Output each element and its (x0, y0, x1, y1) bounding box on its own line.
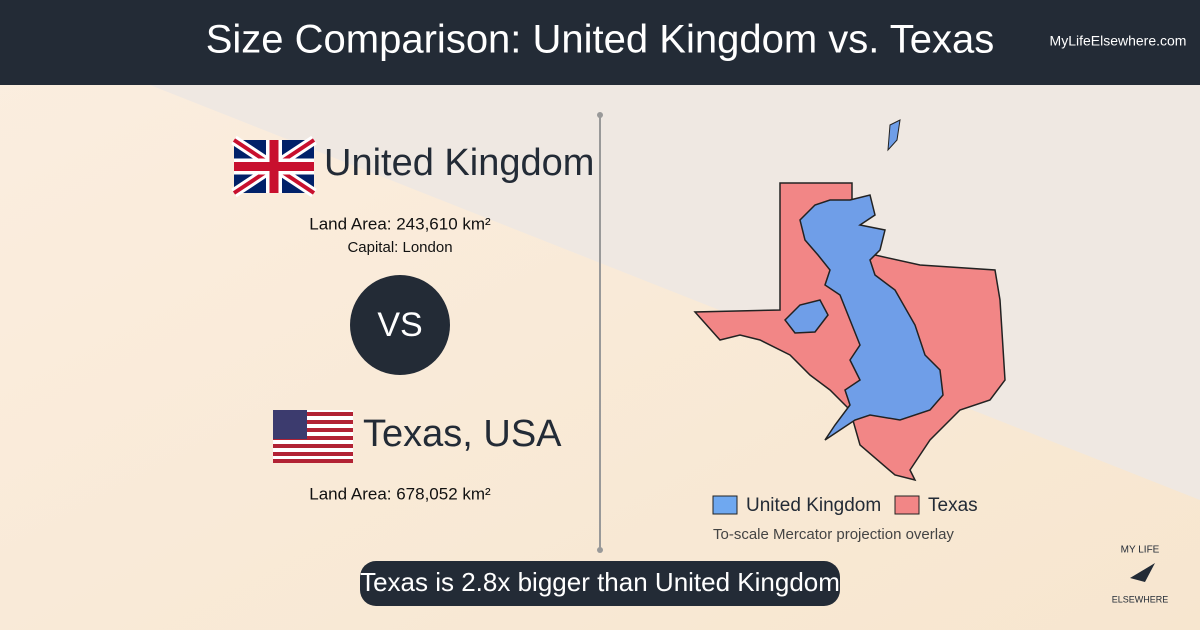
banner-text: Texas is 2.8x bigger than United Kingdom (360, 567, 840, 597)
country-name: Texas, USA (363, 413, 562, 455)
header-bar (0, 0, 1200, 85)
shetland-shape (887, 119, 901, 152)
uk-shape (799, 194, 944, 441)
logo-icon (1130, 563, 1155, 582)
vs-label: VS (377, 306, 422, 344)
uk-flag (231, 135, 317, 198)
capital: Capital: London (347, 239, 452, 256)
logo-text: MY LIFE (1121, 545, 1160, 556)
country-name: United Kingdom (324, 142, 594, 184)
site-name: MyLifeElsewhere.com (1050, 33, 1187, 49)
legend-swatch (894, 495, 920, 515)
banner (360, 561, 840, 606)
divider-end (597, 112, 603, 118)
us-flag (273, 410, 353, 463)
northern-ireland-shape (784, 299, 829, 334)
legend-label: Texas (928, 495, 978, 516)
land-area: Land Area: 678,052 km² (309, 484, 491, 503)
divider-end (597, 547, 603, 553)
legend-label: United Kingdom (746, 495, 881, 516)
land-area: Land Area: 243,610 km² (309, 214, 491, 233)
legend-swatch (712, 495, 738, 515)
title: Size Comparison: United Kingdom vs. Texa… (206, 18, 995, 62)
map-note: To-scale Mercator projection overlay (713, 526, 954, 543)
vs-circle (350, 275, 450, 375)
logo-text: ELSEWHERE (1112, 594, 1169, 604)
